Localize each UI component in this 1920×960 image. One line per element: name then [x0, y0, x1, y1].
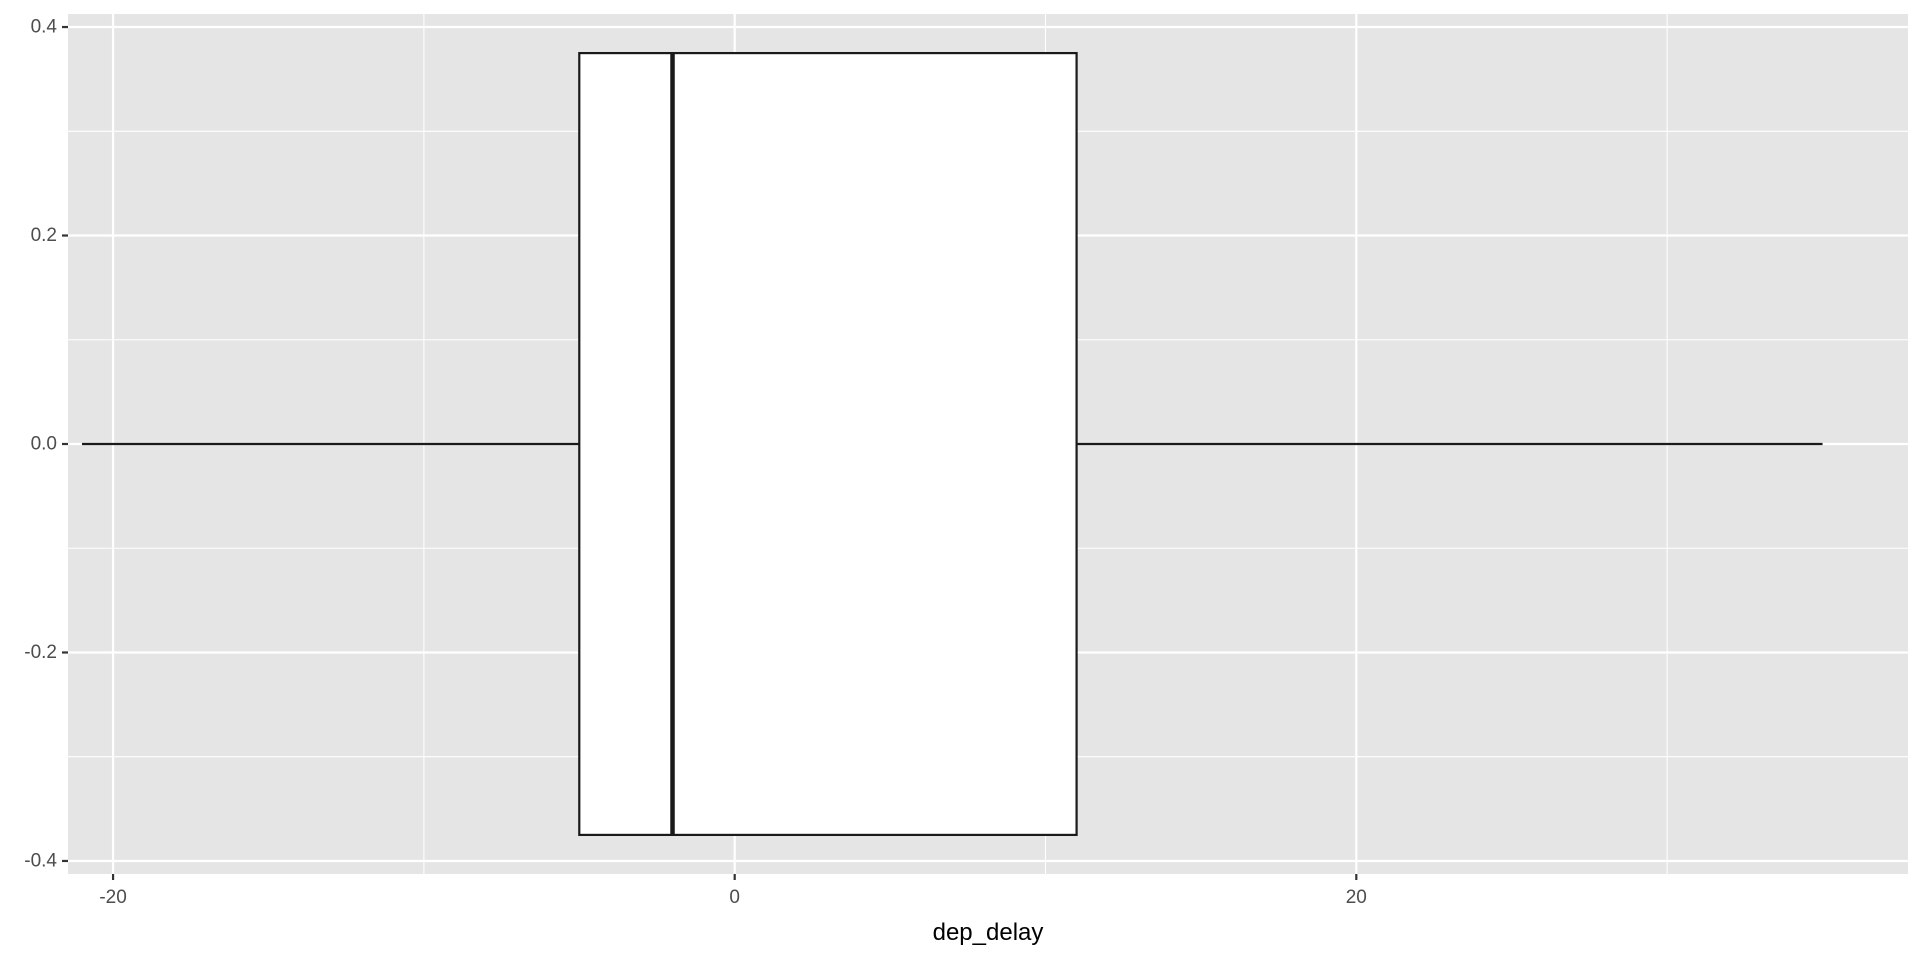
- x-tick-label: 20: [1346, 887, 1367, 908]
- y-tick-label: 0.2: [31, 225, 57, 246]
- x-axis-title: dep_delay: [933, 919, 1044, 946]
- y-tick-label: 0.4: [31, 17, 58, 38]
- x-tick-label: 0: [729, 887, 740, 908]
- x-tick-label: -20: [99, 887, 126, 908]
- y-tick-label: -0.2: [24, 642, 57, 663]
- y-tick-label: 0.0: [31, 434, 57, 455]
- y-tick-label: -0.4: [24, 850, 57, 871]
- y-axis: 0.4 0.2 0.0 -0.2 -0.4: [24, 17, 68, 871]
- interquartile-box: [578, 51, 1078, 837]
- boxplot: [81, 51, 1823, 837]
- x-axis: -20 0 20: [99, 874, 1367, 908]
